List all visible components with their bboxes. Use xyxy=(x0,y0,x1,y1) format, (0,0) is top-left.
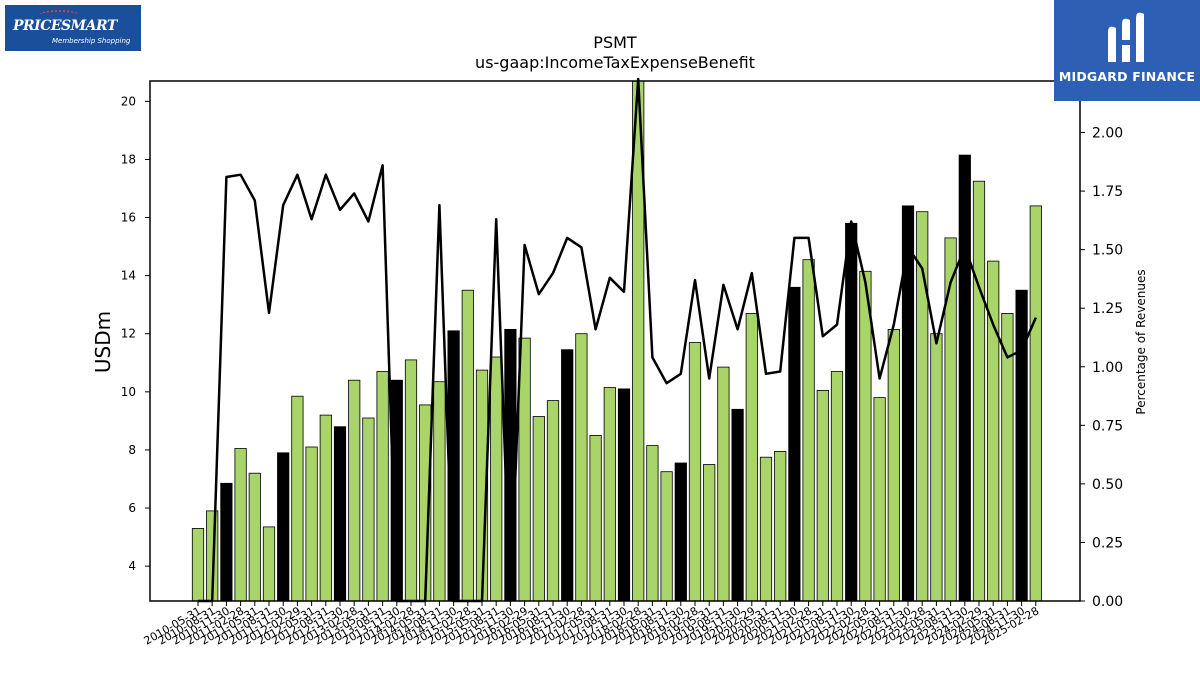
percentage-of-revenues-line xyxy=(198,77,1037,603)
y-tick-label: 12 xyxy=(121,327,136,341)
bar-2021-05-31 xyxy=(816,389,829,602)
y2-tick-label: 0.00 xyxy=(1092,594,1123,610)
y2-axis-label: Percentage of Revenues xyxy=(1134,269,1148,414)
y2-tick-label: 1.25 xyxy=(1092,301,1123,317)
chart-subtitle: us-gaap:IncomeTaxExpenseBenefit xyxy=(475,53,755,72)
bar-2011-11-30 xyxy=(277,452,290,602)
bar-2017-08-31 xyxy=(603,387,616,602)
bar-2015-08-31 xyxy=(490,356,503,602)
bar-2010-11-30 xyxy=(220,482,233,602)
bar-2023-11-30 xyxy=(958,154,971,602)
bar-2021-08-31 xyxy=(830,371,844,602)
bar-2016-02-29 xyxy=(518,337,531,602)
bar-2019-11-30 xyxy=(731,408,744,602)
bar-2017-11-30 xyxy=(617,388,631,602)
y2-tick-label: 0.25 xyxy=(1092,535,1123,551)
bar-2023-08-31 xyxy=(944,237,957,602)
bar-2014-08-31 xyxy=(433,381,446,602)
y-tick-label: 6 xyxy=(128,501,136,515)
left-axis-ticks: 4 6 8 10 12 14 16 18 20 xyxy=(121,94,150,573)
bar-2021-02-28 xyxy=(802,259,815,602)
bar-2011-08-31 xyxy=(262,526,276,602)
bar-2023-05-31 xyxy=(930,333,943,602)
bar-2021-11-30 xyxy=(845,222,858,602)
bar-2012-02-29 xyxy=(291,395,304,602)
bar-2020-11-30 xyxy=(788,286,801,602)
y2-tick-label: 1.00 xyxy=(1092,360,1123,376)
chart-title: PSMT xyxy=(593,33,637,52)
bar-2013-05-31 xyxy=(362,417,375,602)
bar-2022-05-31 xyxy=(873,397,886,602)
bar-2013-02-28 xyxy=(348,379,361,602)
bar-2024-11-30 xyxy=(1015,289,1028,602)
bar-2020-08-31 xyxy=(774,450,787,602)
bar-2012-05-31 xyxy=(305,446,318,602)
y-axis-label: USDm xyxy=(91,311,115,373)
plot-frame xyxy=(149,80,1081,602)
y-tick-label: 14 xyxy=(121,269,136,283)
bar-2020-05-31 xyxy=(759,456,773,602)
y2-tick-label: 0.75 xyxy=(1092,418,1123,434)
bar-2019-02-28 xyxy=(688,342,702,602)
midgard-m-icon xyxy=(1108,12,1144,63)
bar-2019-05-31 xyxy=(703,464,716,602)
bar-2022-08-31 xyxy=(887,328,900,602)
bar-2016-08-31 xyxy=(546,400,560,602)
bar-2011-02-28 xyxy=(234,448,247,602)
line-series xyxy=(198,77,1037,603)
midgard-finance-name: MIDGARD FINANCE xyxy=(1058,69,1196,84)
bar-2019-08-31 xyxy=(717,366,730,602)
y-tick-label: 4 xyxy=(128,559,136,573)
bar-2016-11-30 xyxy=(561,349,574,602)
pricesmart-tagline: Membership Shopping xyxy=(52,37,131,45)
bar-2011-05-31 xyxy=(248,472,261,602)
bar-2025-02-28 xyxy=(1029,205,1042,602)
bar-2012-08-31 xyxy=(319,414,332,602)
y2-tick-label: 1.50 xyxy=(1092,243,1123,259)
x-axis-ticks: 2010-05-312010-08-312010-11-302011-02-28… xyxy=(142,601,1041,648)
bar-2022-02-28 xyxy=(859,270,872,602)
bar-2013-08-31 xyxy=(376,371,389,602)
y-tick-label: 18 xyxy=(121,152,136,166)
bar-2024-02-29 xyxy=(972,180,986,602)
bar-2018-08-31 xyxy=(660,471,673,602)
y2-tick-label: 0.50 xyxy=(1092,477,1123,493)
bar-2018-11-30 xyxy=(674,462,687,602)
bar-2017-05-31 xyxy=(589,434,602,602)
midgard-finance-logo: MIDGARD FINANCE xyxy=(1054,0,1200,101)
bar-2014-02-28 xyxy=(404,359,418,602)
logo-dots-icon xyxy=(39,10,79,20)
pricesmart-brand: PRICESMART xyxy=(13,18,117,34)
right-axis-ticks: 0.00 0.25 0.50 0.75 1.00 1.25 1.50 1.75 2.00 xyxy=(1080,126,1123,610)
bar-2020-02-29 xyxy=(745,312,758,602)
y-tick-label: 10 xyxy=(121,385,136,399)
bar-2010-05-31 xyxy=(191,528,205,602)
bar-series xyxy=(191,80,1042,602)
y-tick-label: 8 xyxy=(128,443,136,457)
bar-2018-05-31 xyxy=(646,445,659,602)
bar-2017-02-28 xyxy=(575,333,588,602)
pricesmart-logo: PRICESMART Membership Shopping xyxy=(5,5,141,51)
y2-tick-label: 2.00 xyxy=(1092,126,1123,142)
y-tick-label: 20 xyxy=(121,94,136,108)
bar-2015-02-28 xyxy=(461,289,474,602)
y2-tick-label: 1.75 xyxy=(1092,184,1123,200)
bar-2016-05-31 xyxy=(532,416,545,602)
bar-2012-11-30 xyxy=(333,426,347,602)
y-tick-label: 16 xyxy=(121,211,136,225)
